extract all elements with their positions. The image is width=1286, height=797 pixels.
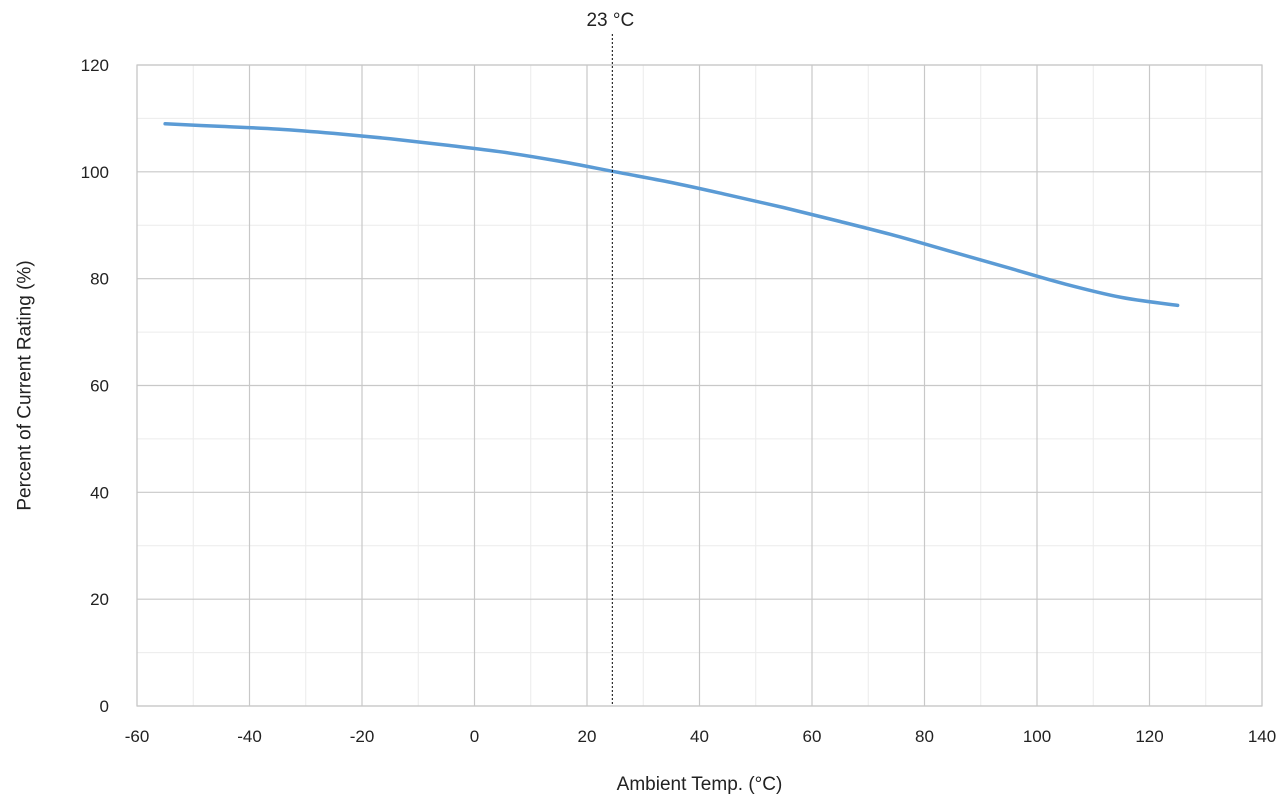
x-tick-label: 80: [915, 727, 934, 746]
y-tick-label: 40: [90, 483, 109, 502]
y-tick-label: 120: [81, 56, 109, 75]
y-tick-label: 60: [90, 377, 109, 396]
x-tick-label: 40: [690, 727, 709, 746]
x-tick-label: 120: [1135, 727, 1163, 746]
y-tick-label: 0: [100, 697, 109, 716]
x-axis-title: Ambient Temp. (°C): [617, 774, 783, 795]
x-tick-label: -60: [125, 727, 150, 746]
x-tick-label: 0: [470, 727, 479, 746]
x-tick-label: 100: [1023, 727, 1051, 746]
y-tick-label: 80: [90, 270, 109, 289]
plot-frame: [136, 64, 1263, 707]
x-tick-label: 60: [803, 727, 822, 746]
x-tick-label: 20: [578, 727, 597, 746]
y-tick-labels: 0 20 40 60 80 100 120: [81, 56, 109, 716]
x-tick-label: 140: [1248, 727, 1276, 746]
y-axis-title: Percent of Current Rating (%): [15, 260, 36, 510]
x-tick-label: -20: [350, 727, 375, 746]
reference-line-label: 23 °C: [586, 10, 634, 31]
y-tick-label: 20: [90, 590, 109, 609]
x-tick-label: -40: [237, 727, 262, 746]
series-line: [163, 122, 1180, 308]
y-tick-label: 100: [81, 163, 109, 182]
x-tick-labels: -60 -40 -20 0 20 40 60 80 100 120 140: [125, 727, 1276, 746]
